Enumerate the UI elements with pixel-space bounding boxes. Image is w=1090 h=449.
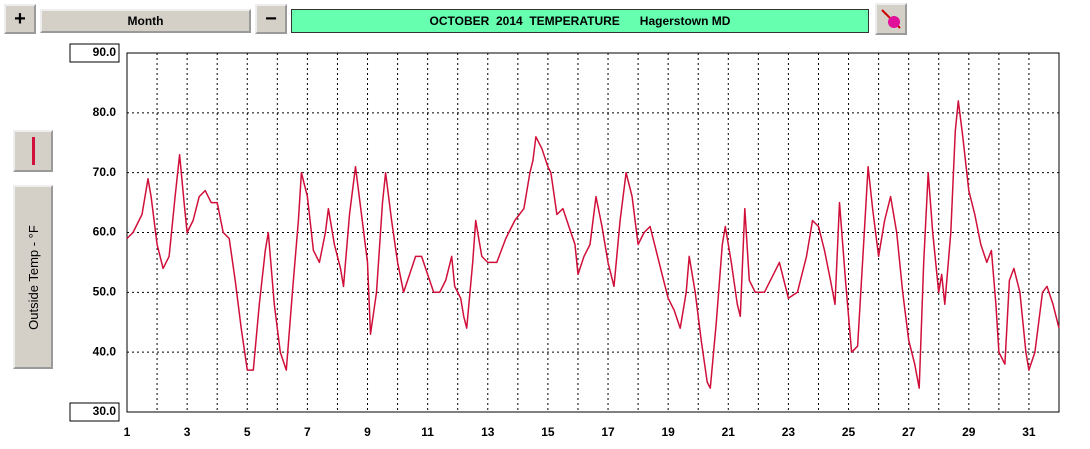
x-tick-label: 13 xyxy=(481,425,495,439)
zoom-in-button[interactable]: + xyxy=(4,4,36,34)
x-tick-label: 17 xyxy=(601,425,615,439)
x-tick-label: 9 xyxy=(364,425,371,439)
zoom-out-button[interactable]: − xyxy=(255,4,287,34)
x-tick-label: 3 xyxy=(184,425,191,439)
y-label-box xyxy=(69,402,120,422)
x-tick-label: 23 xyxy=(782,425,796,439)
x-tick-label: 31 xyxy=(1022,425,1036,439)
chart-title: OCTOBER 2014 TEMPERATURE Hagerstown MD xyxy=(291,9,869,33)
x-tick-label: 11 xyxy=(421,425,434,439)
clear-button[interactable] xyxy=(875,3,907,35)
legend-label: Outside Temp - °F xyxy=(25,224,41,330)
plot-frame xyxy=(126,52,1060,413)
eraser-icon xyxy=(881,9,901,29)
x-tick-label: 27 xyxy=(902,425,916,439)
x-tick-label: 19 xyxy=(661,425,675,439)
y-tick-label: 40.0 xyxy=(93,344,117,358)
legend-button[interactable]: Outside Temp - °F xyxy=(13,185,53,369)
y-tick-label: 80.0 xyxy=(93,105,117,119)
temperature-line xyxy=(126,100,1060,389)
y-tick-label: 60.0 xyxy=(93,225,117,239)
y-label-box xyxy=(69,43,120,63)
x-tick-label: 1 xyxy=(124,425,131,439)
y-tick-label: 90.0 xyxy=(93,45,117,59)
legend-swatch[interactable] xyxy=(13,130,53,172)
y-tick-label: 50.0 xyxy=(93,285,117,299)
x-tick-label: 7 xyxy=(304,425,311,439)
x-tick-label: 5 xyxy=(244,425,251,439)
legend-line xyxy=(31,137,35,165)
x-tick-label: 15 xyxy=(541,425,555,439)
period-button[interactable]: Month xyxy=(40,9,251,33)
x-tick-label: 29 xyxy=(962,425,976,439)
y-tick-label: 30.0 xyxy=(93,404,117,418)
y-tick-label: 70.0 xyxy=(93,165,117,179)
x-tick-label: 21 xyxy=(722,425,736,439)
x-tick-label: 25 xyxy=(842,425,856,439)
